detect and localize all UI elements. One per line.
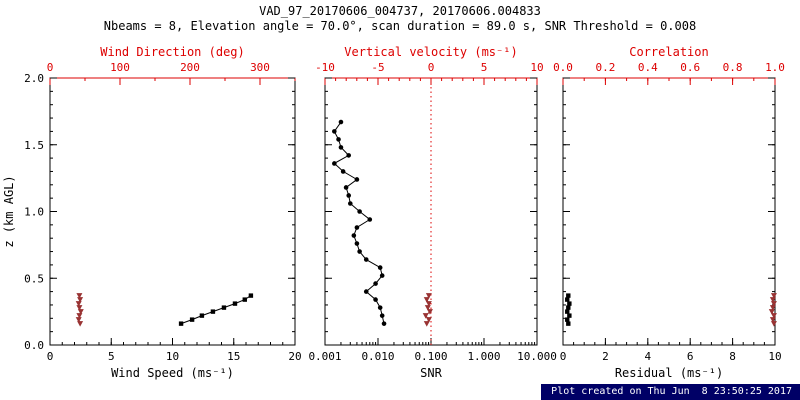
svg-text:2: 2 [602,350,609,363]
svg-text:0.5: 0.5 [24,272,44,285]
svg-text:0: 0 [428,61,435,74]
svg-text:Residual (ms⁻¹): Residual (ms⁻¹) [615,366,723,380]
svg-text:8: 8 [729,350,736,363]
svg-text:6: 6 [687,350,694,363]
svg-text:0.001: 0.001 [308,350,341,363]
svg-text:0: 0 [47,350,54,363]
svg-text:2.0: 2.0 [24,72,44,85]
svg-text:20: 20 [288,350,301,363]
svg-text:SNR: SNR [420,366,442,380]
svg-text:Vertical velocity (ms⁻¹): Vertical velocity (ms⁻¹) [344,45,517,59]
svg-text:0.8: 0.8 [723,61,743,74]
svg-text:Wind Speed (ms⁻¹): Wind Speed (ms⁻¹) [111,366,234,380]
svg-text:300: 300 [250,61,270,74]
svg-text:0.0: 0.0 [24,339,44,352]
svg-text:5: 5 [108,350,115,363]
svg-text:-5: -5 [371,61,384,74]
svg-text:0: 0 [560,350,567,363]
plot-timestamp: Plot created on Thu Jun 8 23:50:25 2017 [541,384,800,400]
svg-text:0.100: 0.100 [414,350,447,363]
svg-text:5: 5 [481,61,488,74]
svg-text:0.2: 0.2 [595,61,615,74]
svg-text:0.010: 0.010 [361,350,394,363]
page-title: VAD_97_20170606_004737, 20170606.004833 [259,4,541,18]
svg-text:0.6: 0.6 [680,61,700,74]
svg-text:0.0: 0.0 [553,61,573,74]
svg-text:0.4: 0.4 [638,61,658,74]
svg-text:10.000: 10.000 [517,350,557,363]
svg-text:Correlation: Correlation [629,45,708,59]
svg-text:200: 200 [180,61,200,74]
svg-text:4: 4 [644,350,651,363]
svg-text:10: 10 [768,350,781,363]
svg-text:0: 0 [47,61,54,74]
plot-subtitle: Nbeams = 8, Elevation angle = 70.0°, sca… [103,19,697,33]
svg-text:z (km AGL): z (km AGL) [2,175,16,247]
svg-text:15: 15 [227,350,240,363]
svg-text:100: 100 [110,61,130,74]
svg-text:-10: -10 [315,61,335,74]
svg-text:10: 10 [166,350,179,363]
svg-text:1.5: 1.5 [24,139,44,152]
svg-text:1.0: 1.0 [765,61,785,74]
svg-text:1.0: 1.0 [24,206,44,219]
svg-text:1.000: 1.000 [467,350,500,363]
svg-text:10: 10 [530,61,543,74]
svg-text:Wind Direction (deg): Wind Direction (deg) [100,45,245,59]
